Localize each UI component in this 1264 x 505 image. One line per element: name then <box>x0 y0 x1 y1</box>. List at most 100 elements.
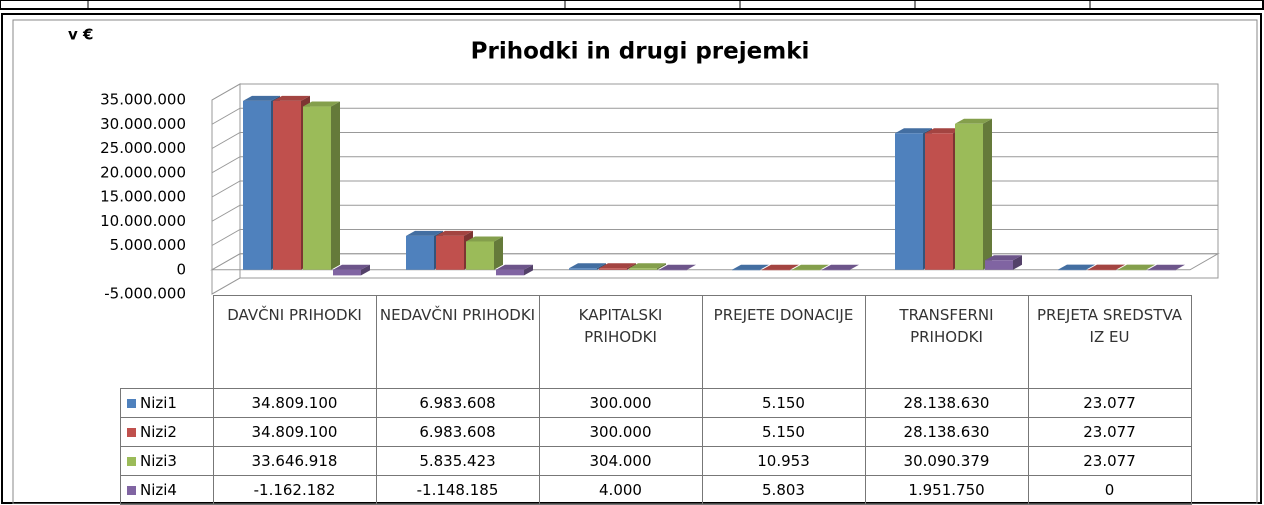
bar-side <box>760 264 769 270</box>
bar-top <box>762 264 799 270</box>
legend-label: Nizi1 <box>140 394 177 412</box>
bar <box>659 269 687 271</box>
legend-entry: Nizi1 <box>120 388 214 418</box>
value-cell: 23.077 <box>1027 417 1192 447</box>
value-cell: 300.000 <box>538 388 703 418</box>
grid-line <box>211 277 1218 295</box>
bar-top <box>732 264 769 270</box>
corner-cell <box>120 295 214 389</box>
bar <box>1148 269 1176 271</box>
bar-top <box>792 264 829 270</box>
y-tick-label: 15.000.000 <box>100 188 186 206</box>
bar-side <box>657 263 666 270</box>
category-label: PREJETE DONACIJE <box>701 295 866 389</box>
bar-top <box>599 263 636 269</box>
bar-top <box>496 264 533 270</box>
bar-side <box>524 264 533 276</box>
value-cell: 5.150 <box>701 417 866 447</box>
value-cell: 28.138.630 <box>864 417 1029 447</box>
bar <box>792 269 820 271</box>
chart-frame <box>12 19 1258 504</box>
bar <box>925 133 953 270</box>
legend-swatch <box>127 486 136 495</box>
bar <box>955 123 983 270</box>
bar <box>985 260 1013 270</box>
bar <box>466 241 494 270</box>
bar-side <box>494 236 503 270</box>
y-tick-label: 5.000.000 <box>110 236 186 254</box>
y-tick-label: 20.000.000 <box>100 163 186 181</box>
grid-line <box>211 229 1218 246</box>
bar <box>599 268 627 270</box>
series-row: Nizi2 34.809.100 6.983.608 300.000 5.150 28.1… <box>120 417 1192 447</box>
legend-label: Nizi4 <box>140 481 177 499</box>
bar-top <box>273 95 310 101</box>
value-cell: 34.809.100 <box>212 417 377 447</box>
series-row: Nizi3 33.646.918 5.835.423 304.000 10.953 30.… <box>120 446 1192 476</box>
bar-top <box>1088 264 1125 270</box>
bar <box>822 269 850 271</box>
bar <box>1058 269 1086 271</box>
y-axis-label: v € <box>68 26 93 44</box>
legend-label: Nizi2 <box>140 423 177 441</box>
bar-side <box>983 118 992 270</box>
bar-top <box>243 95 280 101</box>
value-cell: 300.000 <box>538 417 703 447</box>
bar-top <box>659 264 696 270</box>
value-cell: -1.162.182 <box>212 475 377 505</box>
bar <box>1118 269 1146 271</box>
value-cell: 5.150 <box>701 388 866 418</box>
value-cell: -1.148.185 <box>375 475 540 505</box>
value-cell: 5.803 <box>701 475 866 505</box>
value-cell: 1.951.750 <box>864 475 1029 505</box>
bar <box>895 133 923 270</box>
bar <box>273 100 301 270</box>
bar-side <box>331 101 340 270</box>
value-cell: 6.983.608 <box>375 417 540 447</box>
bar-top <box>629 263 666 269</box>
value-cell: 23.077 <box>1027 446 1192 476</box>
bar <box>333 269 361 276</box>
value-cell: 34.809.100 <box>212 388 377 418</box>
bar-top <box>333 264 370 270</box>
legend-swatch <box>127 457 136 466</box>
bar-top <box>955 118 992 124</box>
value-cell: 6.983.608 <box>375 388 540 418</box>
value-cell: 23.077 <box>1027 388 1192 418</box>
value-cell: 5.835.423 <box>375 446 540 476</box>
series-row: Nizi4 -1.162.182 -1.148.185 4.000 5.803 1.951… <box>120 475 1192 505</box>
header-row: DAVČNI PRIHODKI NEDAVČNI PRIHODKI KAPITALS… <box>120 295 1192 389</box>
bar-top <box>822 264 859 270</box>
category-label: DAVČNI PRIHODKI <box>212 295 377 389</box>
value-cell: 4.000 <box>538 475 703 505</box>
y-tick-label: 35.000.000 <box>100 91 186 109</box>
bar-side <box>790 264 799 270</box>
value-cell: 10.953 <box>701 446 866 476</box>
bar-top <box>406 230 443 236</box>
legend-entry: Nizi4 <box>120 475 214 505</box>
data-table: DAVČNI PRIHODKI NEDAVČNI PRIHODKI KAPITALS… <box>120 295 1192 505</box>
legend-label: Nizi3 <box>140 452 177 470</box>
bar-top <box>1058 264 1095 270</box>
series-row: Nizi1 34.809.100 6.983.608 300.000 5.150 28.1… <box>120 388 1192 418</box>
bar-side <box>597 263 606 270</box>
bar-side <box>850 264 859 270</box>
value-cell: 28.138.630 <box>864 388 1029 418</box>
category-label: TRANSFERNI PRIHODKI <box>864 295 1029 389</box>
bar-side <box>361 264 370 276</box>
category-label: PREJETA SREDSTVA IZ EU <box>1027 295 1192 389</box>
category-label: NEDAVČNI PRIHODKI <box>375 295 540 389</box>
grid-line <box>211 156 1218 174</box>
bar-top <box>925 128 962 134</box>
grid-line <box>211 253 1218 271</box>
bar <box>303 106 331 270</box>
bar <box>1088 269 1116 271</box>
bar-side <box>1086 264 1095 270</box>
value-cell: 304.000 <box>538 446 703 476</box>
bar-side <box>1116 264 1125 270</box>
grid-line <box>211 83 1218 101</box>
bar-side <box>820 264 829 270</box>
bar-top <box>303 101 340 107</box>
value-cell: 0 <box>1027 475 1192 505</box>
